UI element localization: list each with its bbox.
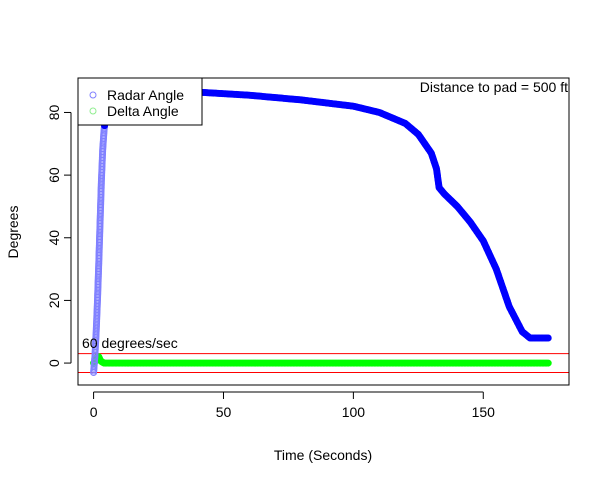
y-tick-label: 20 [46, 292, 62, 308]
y-tick-label: 80 [46, 104, 62, 120]
legend-label-delta-angle: Delta Angle [107, 103, 179, 119]
legend-marker-delta-angle [89, 107, 97, 115]
data-point [544, 359, 552, 367]
legend: Radar Angle Delta Angle [77, 77, 203, 126]
x-tick-label: 0 [90, 404, 98, 420]
x-axis: 0 50 100 150 [90, 391, 496, 420]
series-delta-angle [90, 353, 552, 367]
series-radar-angle [90, 87, 552, 376]
x-axis-title: Time (Seconds) [274, 447, 372, 463]
y-tick-label: 60 [46, 167, 62, 183]
legend-label-radar-angle: Radar Angle [107, 87, 184, 103]
legend-marker-radar-angle [89, 91, 97, 99]
legend-box [77, 77, 203, 126]
y-tick-label: 40 [46, 230, 62, 246]
plot-area [78, 87, 569, 376]
x-tick-label: 100 [342, 404, 366, 420]
y-axis: 0 20 40 60 80 [46, 104, 72, 367]
data-point [544, 334, 552, 342]
y-axis-title: Degrees [5, 206, 21, 259]
y-tick-label: 0 [46, 359, 62, 367]
x-tick-label: 50 [216, 404, 232, 420]
threshold-annotation: 60 degrees/sec [82, 335, 178, 351]
x-tick-label: 150 [472, 404, 496, 420]
plot-frame [77, 77, 570, 386]
distance-annotation: Distance to pad = 500 ft [420, 79, 568, 95]
